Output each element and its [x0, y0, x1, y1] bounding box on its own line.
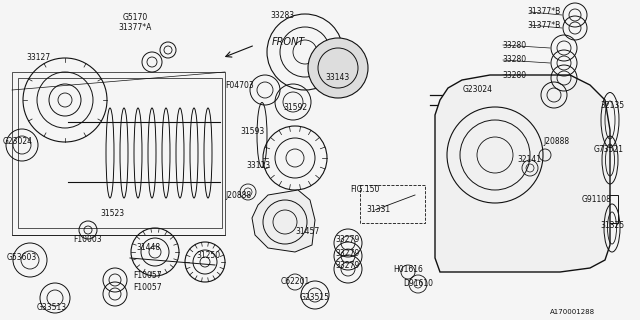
- Text: G23024: G23024: [3, 138, 33, 147]
- Text: 33280: 33280: [502, 55, 526, 65]
- Text: J20888: J20888: [225, 190, 251, 199]
- Text: F10057: F10057: [134, 284, 163, 292]
- Text: 32135: 32135: [600, 100, 624, 109]
- Text: 31250: 31250: [196, 252, 220, 260]
- Text: 33279: 33279: [336, 236, 360, 244]
- Text: G23024: G23024: [463, 85, 493, 94]
- Text: 31377*B: 31377*B: [527, 7, 560, 17]
- Circle shape: [308, 38, 368, 98]
- Text: 31523: 31523: [100, 209, 124, 218]
- Text: 31377*A: 31377*A: [118, 23, 152, 33]
- Text: 31593: 31593: [241, 127, 265, 137]
- Text: C62201: C62201: [280, 277, 310, 286]
- Text: G5170: G5170: [122, 13, 148, 22]
- Text: 33280: 33280: [502, 41, 526, 50]
- Text: F04703: F04703: [226, 81, 254, 90]
- Text: FRONT: FRONT: [272, 37, 305, 47]
- Text: 31457: 31457: [296, 228, 320, 236]
- Text: 31377*B: 31377*B: [527, 20, 560, 29]
- Polygon shape: [252, 190, 315, 252]
- Text: 33280: 33280: [502, 70, 526, 79]
- Text: 33127: 33127: [26, 52, 50, 61]
- Text: 33113: 33113: [246, 161, 270, 170]
- Text: 33283: 33283: [270, 11, 294, 20]
- Text: G33513: G33513: [37, 303, 67, 313]
- Text: 32141: 32141: [517, 156, 541, 164]
- Text: D91610: D91610: [403, 278, 433, 287]
- Text: F10057: F10057: [134, 270, 163, 279]
- Text: 33279: 33279: [336, 249, 360, 258]
- Text: 31448: 31448: [136, 244, 160, 252]
- Text: G53603: G53603: [7, 252, 37, 261]
- Text: F10003: F10003: [74, 236, 102, 244]
- Text: A170001288: A170001288: [550, 309, 595, 315]
- Text: 31325: 31325: [600, 220, 624, 229]
- Text: G91108: G91108: [582, 196, 612, 204]
- Text: 33143: 33143: [326, 74, 350, 83]
- Text: J20888: J20888: [543, 138, 569, 147]
- Text: 33279: 33279: [336, 261, 360, 270]
- Text: 31592: 31592: [283, 103, 307, 113]
- Text: FIG.150: FIG.150: [350, 186, 380, 195]
- Text: H01616: H01616: [393, 266, 423, 275]
- Text: 31331: 31331: [366, 205, 390, 214]
- Text: G73521: G73521: [594, 146, 624, 155]
- Text: G23515: G23515: [300, 292, 330, 301]
- Polygon shape: [435, 75, 610, 272]
